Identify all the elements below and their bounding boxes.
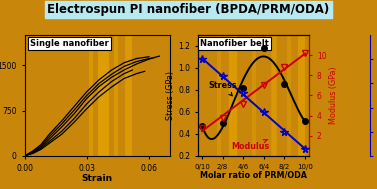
- Text: Modulus: Modulus: [231, 139, 269, 151]
- Text: Stress: Stress: [208, 81, 237, 96]
- X-axis label: Strain: Strain: [81, 174, 113, 183]
- Text: Nanofiber belt: Nanofiber belt: [200, 39, 269, 48]
- Y-axis label: Modulus (GPa): Modulus (GPa): [329, 67, 338, 124]
- X-axis label: Molar ratio of PRM/ODA: Molar ratio of PRM/ODA: [200, 171, 307, 180]
- Text: Single nanofiber: Single nanofiber: [30, 39, 109, 48]
- Text: Electrospun PI nanofiber (BPDA/PRM/ODA): Electrospun PI nanofiber (BPDA/PRM/ODA): [48, 3, 329, 16]
- Y-axis label: Stress (GPa): Stress (GPa): [166, 71, 175, 120]
- Text: Strain: Strain: [216, 37, 263, 48]
